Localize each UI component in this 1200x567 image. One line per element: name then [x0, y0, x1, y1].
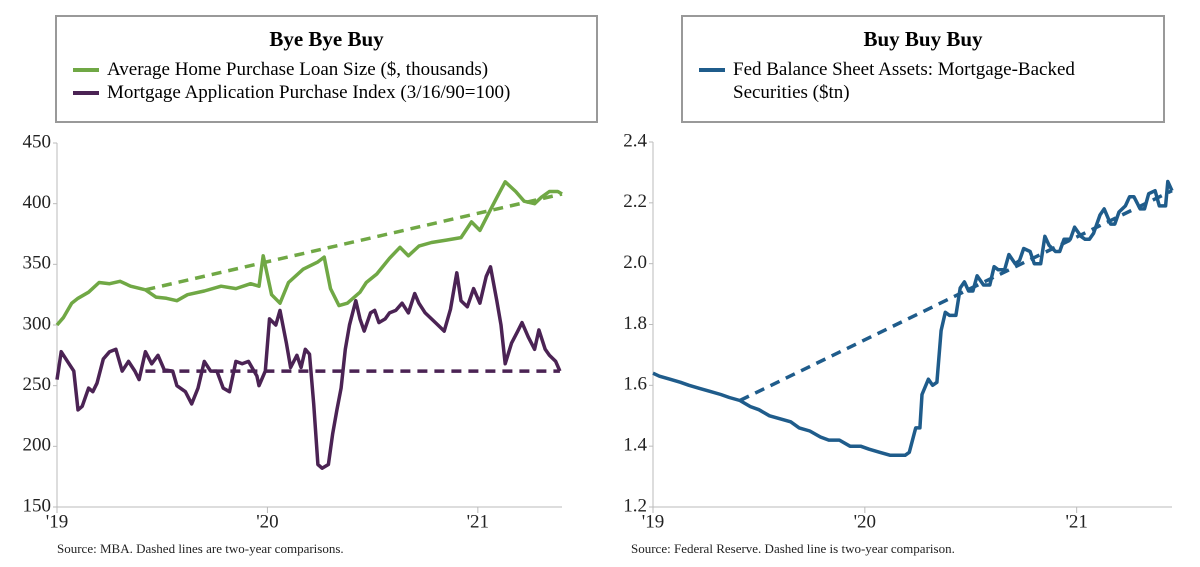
legend-swatch — [699, 68, 725, 72]
x-tick-label: '19 — [46, 511, 68, 532]
y-tick-label: 250 — [23, 374, 52, 395]
legend-swatch — [73, 68, 99, 72]
y-tick-label: 2.2 — [623, 191, 647, 212]
y-tick-label: 1.4 — [623, 435, 647, 456]
y-tick-label: 200 — [23, 435, 52, 456]
series-line — [55, 265, 562, 470]
legend-entry: Mortgage Application Purchase Index (3/1… — [73, 81, 580, 104]
legend-box: Bye Bye Buy Average Home Purchase Loan Si… — [55, 15, 598, 123]
series-line — [652, 179, 1174, 458]
series-line — [55, 180, 563, 327]
legend-swatch — [73, 91, 99, 95]
trend-line — [145, 192, 563, 292]
legend-label: Fed Balance Sheet Assets: Mortgage-Backe… — [733, 59, 1075, 103]
y-tick-label: 1.8 — [623, 313, 647, 334]
y-tick-label: 400 — [23, 192, 52, 213]
y-tick-label: 450 — [23, 131, 52, 152]
legend-label: Mortgage Application Purchase Index (3/1… — [107, 82, 511, 103]
y-tick-label: 1.6 — [623, 374, 647, 395]
chart-title: Bye Bye Buy — [269, 27, 384, 51]
x-tick-label: '20 — [854, 511, 876, 532]
y-tick-label: 2.4 — [623, 130, 647, 151]
y-tick-label: 300 — [23, 313, 52, 334]
legend-label: Average Home Purchase Loan Size ($, thou… — [107, 59, 489, 80]
source-note: Source: Federal Reserve. Dashed line is … — [631, 541, 955, 556]
x-tick-label: '21 — [467, 511, 489, 532]
y-tick-label: 2.0 — [623, 252, 647, 273]
x-tick-label: '21 — [1065, 511, 1087, 532]
y-tick-label: 350 — [23, 253, 52, 274]
y-tick-label: 1.2 — [623, 495, 647, 516]
y-tick-label: 150 — [23, 495, 52, 516]
legend-entry: Fed Balance Sheet Assets: Mortgage-Backe… — [699, 58, 1147, 104]
legend-entry: Average Home Purchase Loan Size ($, thou… — [73, 58, 580, 81]
x-tick-label: '19 — [642, 511, 664, 532]
trend-line — [739, 189, 1173, 403]
chart-title: Buy Buy Buy — [863, 27, 983, 51]
legend-box: Buy Buy Buy Fed Balance Sheet Assets: Mor… — [681, 15, 1165, 123]
x-tick-label: '20 — [256, 511, 278, 532]
source-note: Source: MBA. Dashed lines are two-year c… — [57, 541, 344, 556]
